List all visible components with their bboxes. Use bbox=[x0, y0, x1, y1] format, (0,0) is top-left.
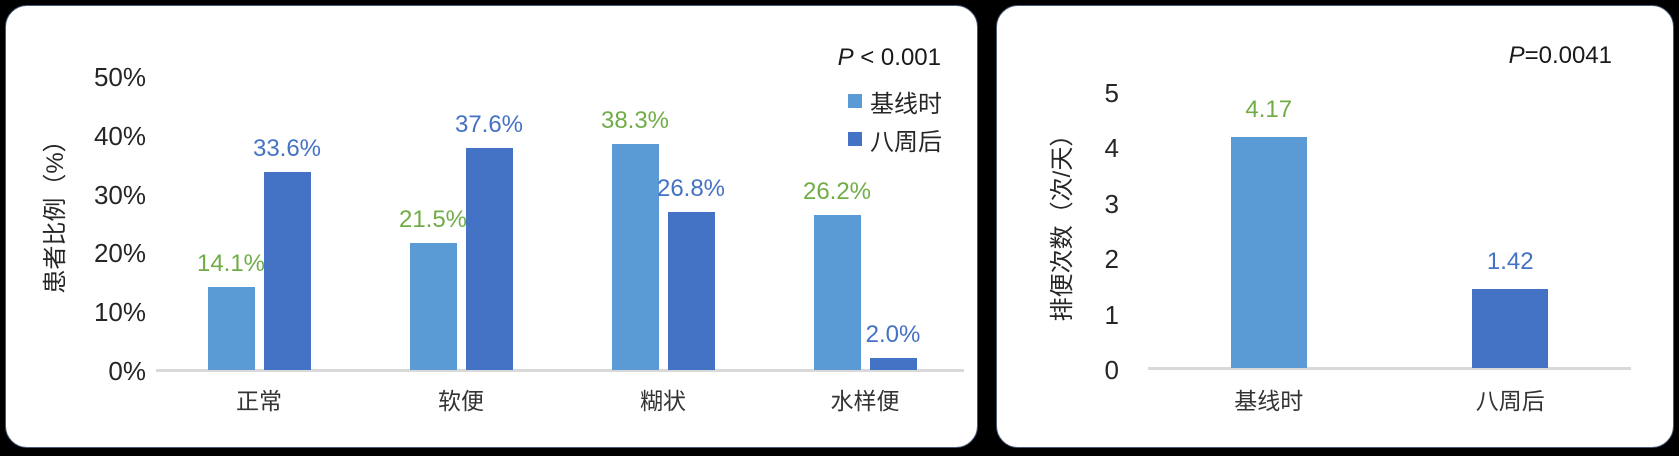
p-symbol: P bbox=[1508, 42, 1525, 69]
y-tick-label: 1 bbox=[1104, 299, 1119, 330]
category-label: 软便 bbox=[438, 388, 484, 414]
bar-series2-cat2 bbox=[465, 148, 513, 370]
y-tick-label: 10% bbox=[93, 297, 146, 328]
category-label: 水样便 bbox=[830, 388, 900, 414]
bar-cat2-value-label: 1.42 bbox=[1486, 248, 1534, 276]
bar-cat1-value-label: 4.17 bbox=[1245, 95, 1293, 123]
legend-swatch-baseline-icon bbox=[848, 94, 862, 108]
bar-series1-cat4-value-label: 26.2% bbox=[802, 178, 872, 206]
bar-series1-cat1 bbox=[207, 286, 255, 370]
y-tick-label: 20% bbox=[93, 238, 146, 269]
legend-label-after8w: 八周后 bbox=[870, 128, 942, 156]
p-value-annotation-left: P < 0.001 bbox=[838, 44, 941, 72]
bar-series1-cat2-value-label: 21.5% bbox=[398, 206, 468, 234]
legend-item-after8w: 八周后 bbox=[848, 124, 942, 156]
bar-series2-cat1-value-label: 33.6% bbox=[252, 134, 322, 162]
y-tick-label: 5 bbox=[1104, 78, 1119, 108]
p-value-annotation-right: P=0.0041 bbox=[1509, 42, 1612, 70]
y-tick-label: 2 bbox=[1104, 244, 1119, 275]
bar-series2-cat4 bbox=[869, 358, 917, 370]
p-value-text: < 0.001 bbox=[853, 44, 941, 71]
legend: 基线时 八周后 bbox=[848, 86, 942, 156]
bar-series1-cat4 bbox=[813, 215, 861, 370]
bar-series2-cat3 bbox=[667, 211, 715, 370]
y-tick-label: 0 bbox=[1104, 355, 1119, 385]
panel-stool-consistency-chart: P < 0.001 患者比例（%） 基线时 八周后 50% 40% 30% 20% 10… bbox=[5, 5, 978, 448]
bar-cat2 bbox=[1472, 289, 1549, 368]
bar-series2-cat4-value-label: 2.0% bbox=[865, 321, 921, 349]
y-tick-label: 4 bbox=[1104, 133, 1119, 164]
bar-series2-cat2-value-label: 37.6% bbox=[454, 111, 524, 139]
p-symbol: P bbox=[837, 44, 854, 71]
legend-label-baseline: 基线时 bbox=[870, 90, 942, 118]
y-tick-label: 0% bbox=[108, 356, 146, 386]
legend-item-baseline: 基线时 bbox=[848, 86, 942, 118]
category-label: 八周后 bbox=[1475, 388, 1545, 414]
category-label: 基线时 bbox=[1234, 388, 1304, 414]
bar-series1-cat3 bbox=[611, 144, 659, 370]
x-axis-line bbox=[1148, 367, 1631, 370]
category-label: 正常 bbox=[236, 388, 282, 414]
bar-series1-cat2 bbox=[409, 243, 457, 370]
category-label: 糊状 bbox=[640, 388, 686, 414]
bar-series1-cat3-value-label: 38.3% bbox=[600, 107, 670, 135]
bar-cat1 bbox=[1230, 136, 1307, 368]
bar-series1-cat1-value-label: 14.1% bbox=[196, 249, 266, 277]
y-tick-label: 3 bbox=[1104, 188, 1119, 219]
legend-swatch-after8w-icon bbox=[848, 132, 862, 146]
x-axis-line bbox=[156, 369, 964, 372]
p-value-text: =0.0041 bbox=[1524, 42, 1612, 69]
y-tick-label: 40% bbox=[93, 120, 146, 151]
panel-stool-frequency-chart: P=0.0041 排便次数（次/天） 5 4 3 2 1 0 4.17 基线时 1.42 八周后 bbox=[996, 5, 1674, 448]
bar-series2-cat1 bbox=[263, 171, 311, 370]
y-tick-label: 30% bbox=[93, 179, 146, 210]
y-tick-label: 50% bbox=[93, 62, 146, 92]
bar-series2-cat3-value-label: 26.8% bbox=[656, 174, 726, 202]
